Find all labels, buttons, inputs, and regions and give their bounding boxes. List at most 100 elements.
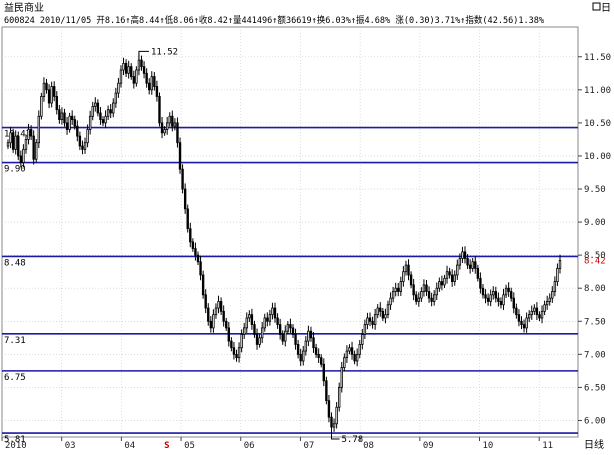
candle-body (235, 353, 238, 359)
candle-body (307, 330, 310, 342)
candle-body (78, 135, 82, 147)
candle-body (527, 314, 531, 319)
candle-body (530, 310, 533, 316)
candle-body (240, 334, 243, 349)
quote-line: 600824 2010/11/05 开8.16↑高8.44↑低8.06↑收8.4… (4, 14, 545, 26)
candle-body (86, 129, 89, 144)
candle-body (343, 357, 346, 368)
candle-body (19, 155, 23, 163)
candle-body (281, 334, 284, 342)
y-axis: 6.00 6.50 7.00 7.50 8.00 8.50 9.00 9.50 10.00 10.… (578, 53, 611, 426)
candle-body (199, 261, 202, 276)
level-label: 10.43 (4, 130, 31, 140)
candle-body (183, 188, 187, 210)
candle-body (548, 297, 551, 302)
candle-body (461, 251, 464, 259)
candle-body (50, 86, 53, 104)
candle-body (435, 287, 438, 296)
candle-body (353, 353, 356, 362)
candle-body (284, 330, 287, 342)
x-tick-label: 07 (303, 441, 314, 451)
candle-body (91, 105, 94, 117)
candle-body (338, 387, 341, 408)
candle-body (366, 317, 369, 325)
period-icon[interactable] (592, 2, 601, 11)
candle-body (24, 139, 28, 150)
candle-body (551, 291, 554, 299)
candle-body (358, 344, 361, 355)
candle-body (363, 324, 367, 335)
candle-body (243, 327, 246, 335)
candle-body (37, 115, 41, 144)
low-callout-label: 5.78 (341, 435, 363, 445)
candle-body (348, 347, 351, 352)
candle-body (207, 307, 210, 322)
candle-body (150, 76, 153, 91)
candle-body (9, 132, 12, 144)
candle-body (127, 66, 130, 74)
candle-body (443, 277, 446, 286)
candle-body (219, 301, 223, 312)
candle-body (114, 92, 118, 104)
high-callout-label: 11.52 (151, 47, 178, 57)
candle-body (350, 347, 354, 355)
candle-body (379, 307, 382, 312)
candle-body (266, 317, 269, 322)
candle-body (29, 129, 33, 137)
candle-body (355, 353, 359, 362)
period-label[interactable]: 日 (601, 3, 611, 14)
candle-body (76, 125, 79, 137)
candle-body (112, 102, 115, 114)
candle-body (558, 260, 562, 269)
candle-body (232, 347, 236, 355)
candle-body (361, 334, 364, 345)
candle-body (466, 258, 469, 266)
candle-body (427, 291, 431, 299)
candle-body (104, 115, 107, 124)
x-tick-label: 03 (65, 441, 76, 451)
y-tick-label: 7.50 (584, 317, 606, 327)
candle-body (445, 271, 449, 279)
x-tick-label: 06 (244, 441, 255, 451)
candle-body (96, 102, 100, 114)
candle-body (458, 258, 462, 266)
candle-body (204, 294, 207, 309)
candle-body (391, 291, 395, 299)
candle-body (309, 330, 313, 339)
level-label: 7.31 (4, 336, 26, 346)
candle-body (276, 317, 279, 325)
stock-name: 益民商业 (4, 1, 44, 14)
candle-body (70, 115, 74, 120)
y-tick-label: 8.00 (584, 284, 606, 294)
candle-body (214, 307, 218, 316)
candle-body (291, 327, 295, 335)
candle-body (538, 314, 541, 319)
candle-body (535, 307, 539, 316)
candle-body (510, 291, 513, 299)
candle-body (268, 314, 272, 322)
candle-body (394, 287, 397, 292)
x-axis-unit: 日线 (584, 438, 604, 451)
candle-body (404, 264, 408, 273)
candle-body (225, 320, 228, 329)
candle-body (106, 109, 110, 117)
candle-body (165, 122, 169, 130)
candle-body (260, 327, 264, 339)
candle-body (55, 96, 58, 111)
candle-body (263, 317, 266, 329)
candle-body (479, 277, 482, 289)
candle-body (325, 380, 328, 402)
candle-body (189, 228, 192, 243)
candle-body (438, 281, 441, 289)
candle-body (250, 314, 254, 325)
candle-body (230, 340, 233, 349)
low-callout-line (330, 431, 340, 440)
x-tick-label: 10 (483, 441, 494, 451)
y-tick-label: 9.50 (584, 185, 606, 195)
candle-body (101, 119, 105, 124)
candle-body (489, 294, 492, 302)
y-tick-label: 6.50 (584, 383, 606, 393)
candle-body (83, 142, 87, 150)
candle-body (296, 344, 300, 355)
